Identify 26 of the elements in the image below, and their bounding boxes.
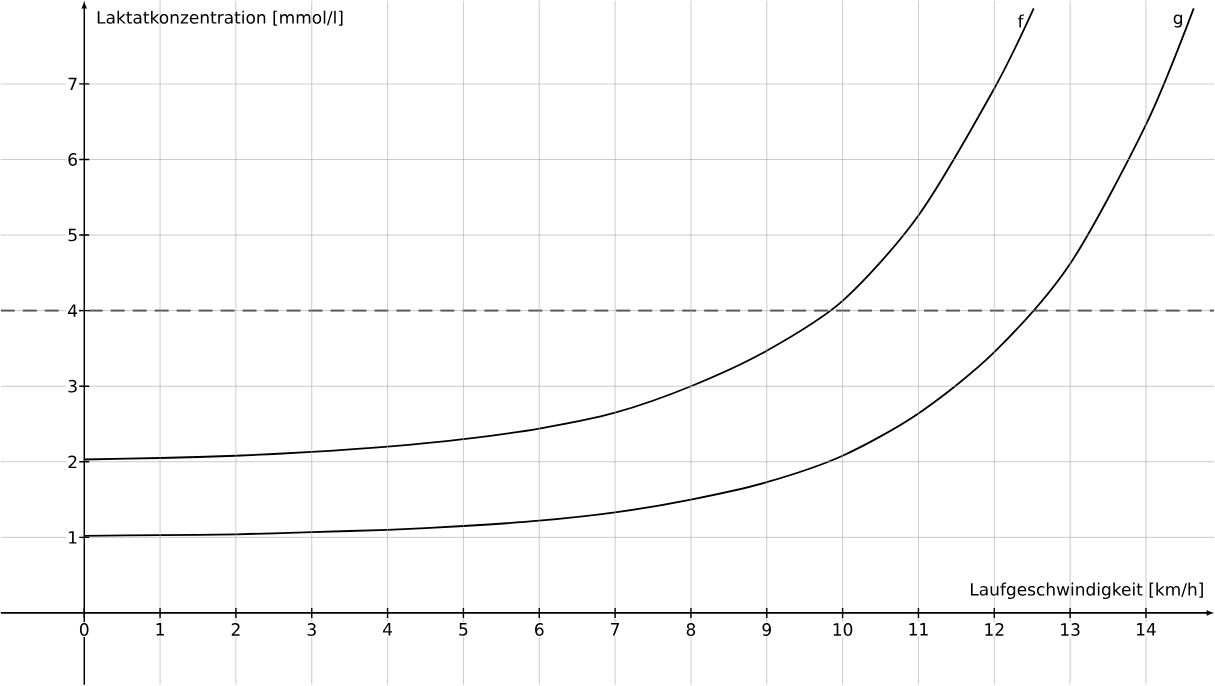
y-tick-label: 5 [68, 228, 77, 242]
y-tick-label: 3 [68, 380, 77, 393]
x-tick-label: 5 [459, 623, 468, 636]
x-tick-label: 4 [383, 623, 393, 636]
x-tick-label: 7 [611, 623, 620, 636]
x-tick-label: 13 [1061, 623, 1080, 637]
x-tick-label: 2 [231, 623, 240, 636]
x-tick-label: 1 [156, 623, 164, 636]
y-tick-label: 6 [68, 153, 77, 167]
x-tick-label: 6 [535, 623, 544, 637]
x-tick-label: 9 [762, 623, 771, 637]
y-tick-label: 2 [68, 455, 77, 469]
x-tick-label: 8 [686, 623, 696, 637]
y-tick-label: 1 [69, 531, 77, 544]
x-tick-label: 14 [1137, 623, 1156, 636]
x-tick-label: 3 [307, 623, 316, 637]
x-tick-label: 0 [79, 623, 89, 637]
x-tick-label: 12 [985, 623, 1004, 636]
series-label: f [1017, 14, 1024, 28]
y-axis-title: Laktatkonzentration [mmol/l] [97, 10, 343, 27]
series-label: g [1173, 14, 1182, 28]
y-tick-label: 4 [68, 304, 78, 318]
x-tick-label: 11 [909, 623, 928, 636]
x-tick-label: 10 [833, 623, 853, 637]
x-axis-title: Laufgeschwindigkeit [km/h] [970, 582, 1203, 600]
y-tick-label: 7 [68, 77, 77, 91]
